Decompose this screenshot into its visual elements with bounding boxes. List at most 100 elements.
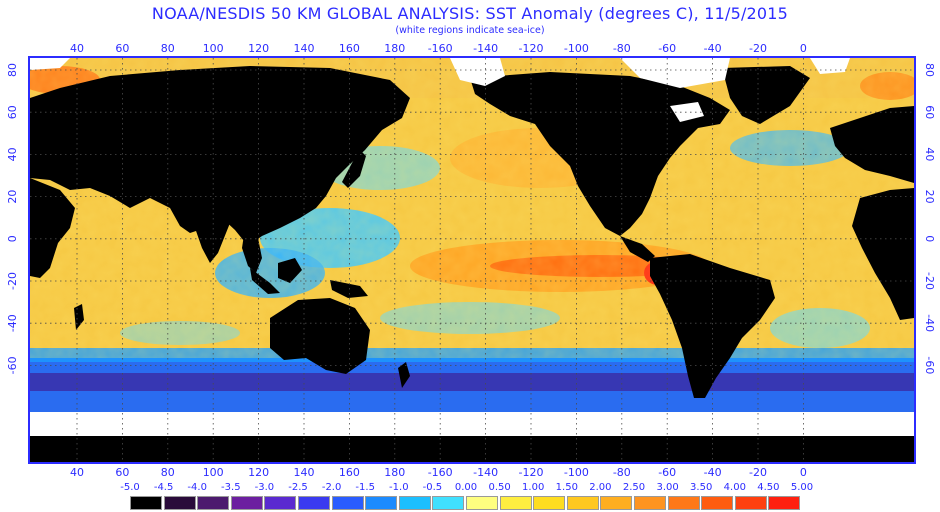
map-subtitle: (white regions indicate sea-ice) [395, 25, 545, 36]
colorbar-swatch [432, 496, 465, 510]
colorbar-label: -1.0 [389, 482, 409, 493]
bottom-lon-label: -40 [704, 466, 722, 479]
africa-west [852, 188, 914, 320]
colorbar-label: -2.0 [321, 482, 342, 493]
colorbar-label: 1.50 [555, 482, 578, 493]
top-lon-label: -20 [749, 42, 767, 55]
left-lat-label: -20 [6, 272, 19, 290]
bottom-lon-label: 80 [161, 466, 175, 479]
bottom-lon-label: -100 [564, 466, 589, 479]
left-lat-label: 0 [6, 235, 19, 242]
bottom-lon-label: 0 [800, 466, 807, 479]
borneo [278, 258, 302, 283]
top-lon-label: 120 [248, 42, 269, 55]
colorbar-label: 0.00 [454, 482, 478, 493]
colorbar-swatch [197, 496, 230, 510]
colorbar-label: 3.00 [656, 482, 679, 493]
bottom-lon-label: 140 [294, 466, 315, 479]
colorbar-swatch [163, 496, 196, 510]
colorbar-swatch [600, 496, 633, 510]
bottom-lon-label: -140 [473, 466, 498, 479]
colorbar-swatch [768, 496, 801, 510]
india [195, 198, 230, 263]
bottom-lon-label: -80 [613, 466, 631, 479]
colorbar-label: 2.50 [622, 482, 646, 493]
bottom-lon-label: 100 [203, 466, 224, 479]
new-zealand [398, 362, 410, 388]
top-lon-label: -140 [473, 42, 498, 55]
antarctica [30, 436, 914, 462]
japan [342, 150, 366, 188]
top-lon-label: -160 [428, 42, 453, 55]
bottom-lon-label: 60 [115, 466, 129, 479]
left-lat-label: -40 [6, 314, 19, 332]
colorbar-swatch [264, 496, 297, 510]
right-lat-label: 20 [923, 190, 936, 204]
left-latitude-axis: 80 60 40 20 0 -20 -40 -60 [6, 63, 19, 374]
bottom-lon-label: -60 [658, 466, 676, 479]
top-lon-label: -60 [658, 42, 676, 55]
left-lat-label: -60 [6, 356, 19, 374]
colorbar-label: -1.5 [355, 482, 375, 493]
colorbar-label: -5.0 [120, 482, 140, 493]
colorbar-label: 2.00 [589, 482, 612, 493]
top-lon-label: 80 [161, 42, 175, 55]
right-lat-label: -60 [923, 356, 936, 374]
colorbar-label: 4.00 [723, 482, 746, 493]
bottom-lon-label: 120 [248, 466, 269, 479]
colorbar-swatch [465, 496, 498, 510]
australia [270, 298, 370, 374]
left-lat-label: 20 [6, 190, 19, 204]
right-lat-label: 80 [923, 63, 936, 77]
top-lon-label: -100 [564, 42, 589, 55]
top-lon-label: 160 [339, 42, 360, 55]
southeast-asia [242, 228, 262, 273]
bottom-lon-label: 160 [339, 466, 360, 479]
bottom-lon-label: 40 [70, 466, 84, 479]
colorbar-swatch [633, 496, 666, 510]
eurasia [30, 66, 410, 246]
colorbar-label: 5.00 [790, 482, 814, 493]
africa-east [30, 178, 75, 278]
top-lon-label: 140 [294, 42, 315, 55]
colorbar-swatch [297, 496, 330, 510]
top-lon-label: -80 [613, 42, 631, 55]
top-lon-label: -40 [704, 42, 722, 55]
colorbar-swatch [566, 496, 599, 510]
colorbar-labels: -5.0 -4.5 -4.0 -3.5 -3.0 -2.5 -2.0 -1.5 -1.0 -0.5… [120, 482, 813, 496]
greenland [722, 66, 810, 124]
bottom-lon-label: -120 [519, 466, 544, 479]
right-lat-label: 60 [923, 105, 936, 119]
colorbar-swatch [533, 496, 566, 510]
map-title: NOAA/NESDIS 50 KM GLOBAL ANALYSIS: SST A… [151, 4, 789, 23]
bottom-lon-label: -160 [428, 466, 453, 479]
bottom-lon-label: -20 [749, 466, 767, 479]
left-lat-label: 80 [6, 63, 19, 77]
right-lat-label: 40 [923, 147, 936, 161]
bottom-longitude-axis: 40 60 80 100 120 140 160 180 -160 -140 -120 -100 -80… [70, 466, 807, 479]
colorbar-label: -3.0 [254, 482, 275, 493]
colorbar-swatch [499, 496, 532, 510]
left-lat-label: 60 [6, 105, 19, 119]
right-lat-label: -20 [923, 272, 936, 290]
colorbar: -5.0 -4.5 -4.0 -3.5 -3.0 -2.5 -2.0 -1.5 -1.0 -0.5… [120, 482, 813, 512]
colorbar-swatch [230, 496, 263, 510]
colorbar-label: -4.0 [187, 482, 207, 493]
colorbar-label: -3.5 [221, 482, 241, 493]
colorbar-label: -0.5 [422, 482, 443, 493]
left-lat-label: 40 [6, 147, 19, 161]
right-latitude-axis: 80 60 40 20 0 -20 -40 -60 [923, 63, 936, 374]
colorbar-label: 0.50 [488, 482, 511, 493]
colorbar-label: 4.50 [757, 482, 780, 493]
europe [830, 106, 914, 183]
top-lon-label: 0 [800, 42, 807, 55]
colorbar-swatch [398, 496, 431, 510]
colorbar-swatch [365, 496, 398, 510]
top-lon-label: 60 [115, 42, 129, 55]
right-lat-label: -40 [923, 314, 936, 332]
right-lat-label: 0 [923, 235, 936, 242]
colorbar-swatch [331, 496, 364, 510]
colorbar-swatch [734, 496, 767, 510]
colorbar-label: -4.5 [153, 482, 174, 493]
colorbar-swatch [701, 496, 734, 510]
